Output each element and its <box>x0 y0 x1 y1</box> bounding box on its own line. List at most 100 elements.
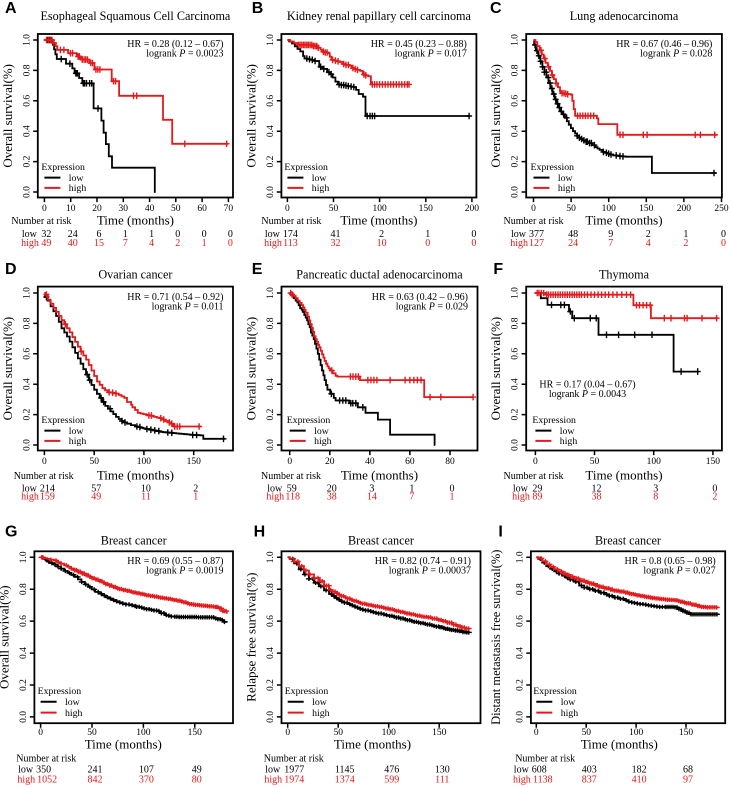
svg-text:127: 127 <box>529 238 544 249</box>
svg-text:8: 8 <box>653 492 658 503</box>
svg-text:HR = 0.69 (0.55 – 0.87): HR = 0.69 (0.55 – 0.87) <box>127 556 223 567</box>
svg-text:high: high <box>65 708 83 719</box>
svg-text:0: 0 <box>285 728 290 738</box>
svg-text:Distant metastasis free surviv: Distant metastasis free survival(%) <box>489 550 503 725</box>
svg-text:4: 4 <box>149 238 154 249</box>
svg-text:Time (months): Time (months) <box>341 468 418 483</box>
svg-text:Time (months): Time (months) <box>85 737 162 752</box>
svg-text:0.6: 0.6 <box>515 615 525 627</box>
svg-text:0: 0 <box>450 483 455 494</box>
svg-text:1145: 1145 <box>335 765 355 776</box>
svg-text:0.4: 0.4 <box>266 378 276 390</box>
svg-text:0.6: 0.6 <box>266 615 276 627</box>
svg-text:113: 113 <box>283 238 298 249</box>
svg-text:Breast cancer: Breast cancer <box>348 534 414 548</box>
svg-text:1.0: 1.0 <box>511 34 521 46</box>
svg-text:high: high <box>512 492 530 503</box>
svg-text:low: low <box>265 765 281 776</box>
svg-text:118: 118 <box>285 492 300 503</box>
svg-text:0.2: 0.2 <box>266 679 276 691</box>
svg-text:24: 24 <box>68 229 78 240</box>
svg-text:0.0: 0.0 <box>266 439 276 451</box>
svg-text:HR = 0.28 (0.12 – 0.67): HR = 0.28 (0.12 – 0.67) <box>127 39 223 50</box>
svg-text:130: 130 <box>435 765 450 776</box>
svg-text:low: low <box>561 697 577 708</box>
svg-text:150: 150 <box>706 457 721 467</box>
svg-text:20: 20 <box>327 483 337 494</box>
svg-text:20: 20 <box>92 204 102 214</box>
svg-text:0.0: 0.0 <box>515 711 525 723</box>
svg-text:HR = 0.45 (0.23 – 0.88): HR = 0.45 (0.23 – 0.88) <box>371 39 467 50</box>
svg-text:41: 41 <box>331 229 341 240</box>
svg-text:89: 89 <box>532 492 542 503</box>
svg-text:high: high <box>510 238 528 249</box>
svg-text:1.0: 1.0 <box>515 551 525 563</box>
svg-text:HR = 0.82 (0.74 – 0.91): HR = 0.82 (0.74 – 0.91) <box>375 556 471 567</box>
svg-text:high: high <box>560 436 578 447</box>
svg-text:HR = 0.71 (0.54 – 0.92): HR = 0.71 (0.54 – 0.92) <box>127 292 223 303</box>
svg-text:0: 0 <box>471 238 476 249</box>
svg-text:0.0: 0.0 <box>266 186 276 198</box>
svg-text:0.0: 0.0 <box>511 186 521 198</box>
svg-text:logrank P = 0.027: logrank P = 0.027 <box>643 566 715 577</box>
svg-text:70: 70 <box>224 204 234 214</box>
svg-text:high: high <box>21 492 39 503</box>
svg-text:0: 0 <box>534 728 539 738</box>
svg-text:50: 50 <box>590 457 600 467</box>
svg-text:E: E <box>252 261 263 278</box>
svg-text:1.0: 1.0 <box>266 287 276 299</box>
svg-text:6: 6 <box>97 229 102 240</box>
svg-text:60: 60 <box>197 204 207 214</box>
svg-text:Breast cancer: Breast cancer <box>595 534 661 548</box>
svg-text:high: high <box>561 708 579 719</box>
svg-text:high: high <box>264 238 282 249</box>
svg-text:0.2: 0.2 <box>511 408 521 420</box>
svg-text:Overall survival(%): Overall survival(%) <box>243 64 258 168</box>
svg-text:0: 0 <box>712 483 717 494</box>
svg-text:Expression: Expression <box>287 415 331 426</box>
svg-text:high: high <box>513 775 531 786</box>
svg-text:7: 7 <box>123 238 128 249</box>
svg-text:2: 2 <box>712 492 717 503</box>
svg-text:49: 49 <box>91 492 101 503</box>
svg-text:G: G <box>5 524 17 541</box>
svg-text:0.8: 0.8 <box>511 64 521 76</box>
svg-text:11: 11 <box>141 492 151 503</box>
svg-text:350: 350 <box>36 765 51 776</box>
svg-text:Expression: Expression <box>285 686 329 697</box>
svg-text:370: 370 <box>139 775 154 786</box>
svg-text:150: 150 <box>188 728 203 738</box>
svg-text:0.2: 0.2 <box>22 155 32 167</box>
svg-text:1: 1 <box>149 229 154 240</box>
svg-text:32: 32 <box>41 229 51 240</box>
svg-text:high: high <box>264 775 282 786</box>
svg-text:0.2: 0.2 <box>511 155 521 167</box>
svg-text:0.0: 0.0 <box>266 711 276 723</box>
svg-text:174: 174 <box>283 229 298 240</box>
svg-text:0: 0 <box>42 204 47 214</box>
svg-text:842: 842 <box>88 775 103 786</box>
svg-text:50: 50 <box>87 728 97 738</box>
svg-text:I: I <box>498 524 502 541</box>
svg-text:HR = 0.63 (0.42 – 0.96): HR = 0.63 (0.42 – 0.96) <box>372 292 468 303</box>
svg-text:0: 0 <box>533 457 538 467</box>
svg-text:low: low <box>312 173 328 184</box>
svg-text:241: 241 <box>88 765 103 776</box>
svg-text:low: low <box>312 697 328 708</box>
svg-text:476: 476 <box>384 765 399 776</box>
svg-text:HR = 0.17 (0.04 – 0.67): HR = 0.17 (0.04 – 0.67) <box>539 379 635 390</box>
svg-text:7: 7 <box>608 238 613 249</box>
svg-text:0.0: 0.0 <box>22 186 32 198</box>
svg-text:14: 14 <box>367 492 377 503</box>
svg-text:1.0: 1.0 <box>19 551 29 563</box>
svg-text:logrank P = 0.0043: logrank P = 0.0043 <box>549 389 626 400</box>
svg-text:0.8: 0.8 <box>19 583 29 595</box>
svg-text:100: 100 <box>136 728 151 738</box>
svg-text:0.6: 0.6 <box>511 348 521 360</box>
svg-text:low: low <box>265 229 281 240</box>
svg-text:0.6: 0.6 <box>266 348 276 360</box>
svg-text:0: 0 <box>531 204 536 214</box>
svg-text:80: 80 <box>192 775 202 786</box>
svg-text:40: 40 <box>145 204 155 214</box>
svg-text:Breast cancer: Breast cancer <box>101 534 167 548</box>
